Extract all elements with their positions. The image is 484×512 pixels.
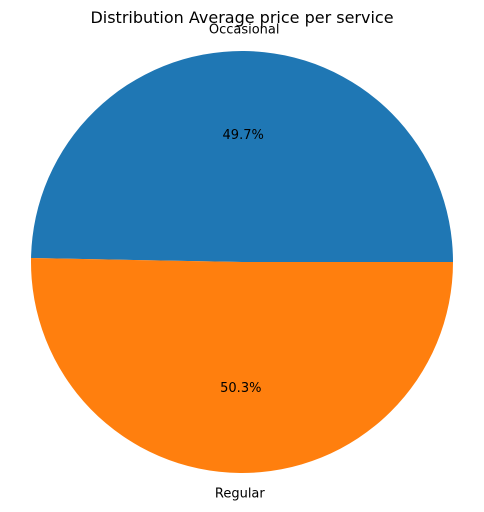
pie-slices [31,50,454,473]
slice-label-occasional: Occasional [209,22,280,37]
percent-label-occasional: 49.7% [223,128,264,143]
pie-slice-regular [31,258,454,473]
pie-slice-occasional [31,50,454,263]
chart-title: Distribution Average price per service [90,8,393,27]
pie-labels: Occasional 49.7% Regular 50.3% [209,22,280,501]
percent-label-regular: 50.3% [220,381,261,396]
slice-label-regular: Regular [215,487,266,502]
